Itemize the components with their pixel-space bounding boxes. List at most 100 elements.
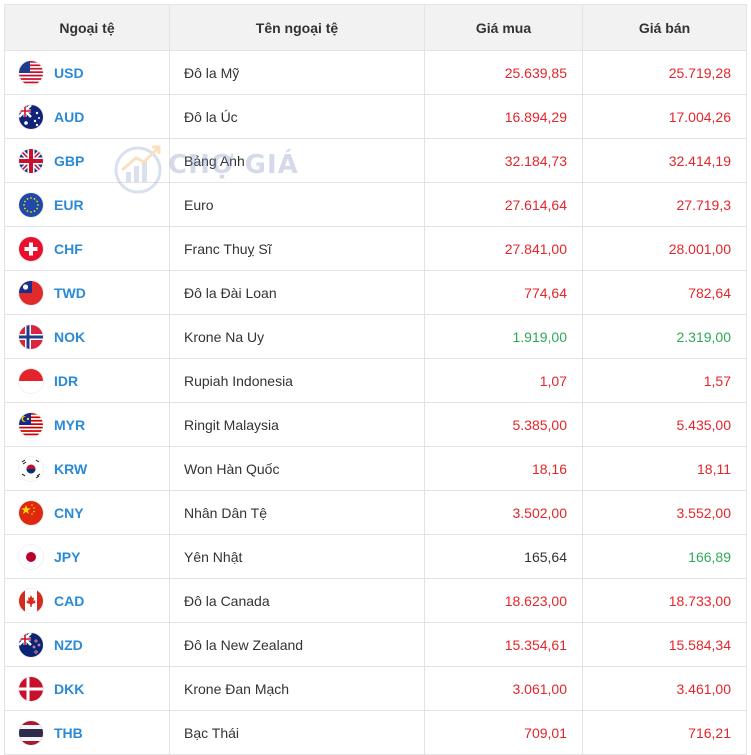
currency-code-cell: EUR	[4, 182, 170, 227]
currency-code-link[interactable]: CAD	[54, 592, 85, 609]
currency-name-cell: Đô la Mỹ	[169, 50, 425, 95]
currency-name-cell: Đô la Canada	[169, 578, 425, 623]
currency-code-cell: JPY	[4, 534, 170, 579]
my-flag-icon	[19, 412, 43, 437]
currency-code-link[interactable]: USD	[54, 64, 84, 81]
currency-code-link[interactable]: KRW	[54, 460, 88, 477]
currency-code-link[interactable]: GBP	[54, 152, 85, 169]
nz-flag-icon	[19, 632, 43, 657]
table-header-row: Ngoại tệ Tên ngoại tệ Giá mua Giá bán	[4, 4, 747, 51]
currency-code-link[interactable]: EUR	[54, 196, 84, 213]
currency-code-cell: IDR	[4, 358, 170, 403]
currency-name-cell: Krone Đan Mạch	[169, 666, 425, 711]
table-row[interactable]: NZD Đô la New Zealand 15.354,61 15.584,34	[4, 622, 747, 667]
currency-code-cell: TWD	[4, 270, 170, 315]
currency-name-cell: Nhân Dân Tệ	[169, 490, 425, 535]
exchange-rate-table: Ngoại tệ Tên ngoại tệ Giá mua Giá bán US…	[4, 4, 747, 755]
sell-price-cell: 28.001,00	[582, 226, 747, 271]
currency-code-cell: MYR	[4, 402, 170, 447]
buy-price-cell: 3.502,00	[424, 490, 583, 535]
currency-code-cell: NOK	[4, 314, 170, 359]
currency-code-cell: CHF	[4, 226, 170, 271]
sell-price-cell: 716,21	[582, 710, 747, 755]
table-row[interactable]: EUR Euro 27.614,64 27.719,3	[4, 182, 747, 227]
currency-code-link[interactable]: NZD	[54, 636, 83, 653]
currency-code-cell: THB	[4, 710, 170, 755]
currency-code-cell: GBP	[4, 138, 170, 183]
sell-price-cell: 32.414,19	[582, 138, 747, 183]
buy-price-cell: 25.639,85	[424, 50, 583, 95]
table-row[interactable]: MYR Ringit Malaysia 5.385,00 5.435,00	[4, 402, 747, 447]
sell-price-cell: 166,89	[582, 534, 747, 579]
currency-code-link[interactable]: THB	[54, 724, 83, 741]
currency-name-cell: Euro	[169, 182, 425, 227]
table-row[interactable]: NOK Krone Na Uy 1.919,00 2.319,00	[4, 314, 747, 359]
sell-price-cell: 3.461,00	[582, 666, 747, 711]
currency-name-cell: Krone Na Uy	[169, 314, 425, 359]
currency-code-link[interactable]: AUD	[54, 108, 85, 125]
jp-flag-icon	[19, 544, 43, 569]
header-buy-price[interactable]: Giá mua	[424, 4, 583, 51]
currency-code-link[interactable]: CNY	[54, 504, 84, 521]
currency-name-cell: Yên Nhật	[169, 534, 425, 579]
currency-code-cell: KRW	[4, 446, 170, 491]
buy-price-cell: 27.841,00	[424, 226, 583, 271]
no-flag-icon	[19, 324, 43, 349]
table-row[interactable]: GBP Bảng Anh 32.184,73 32.414,19	[4, 138, 747, 183]
buy-price-cell: 165,64	[424, 534, 583, 579]
table-row[interactable]: CNY Nhân Dân Tệ 3.502,00 3.552,00	[4, 490, 747, 535]
table-row[interactable]: TWD Đô la Đài Loan 774,64 782,64	[4, 270, 747, 315]
buy-price-cell: 774,64	[424, 270, 583, 315]
buy-price-cell: 16.894,29	[424, 94, 583, 139]
sell-price-cell: 2.319,00	[582, 314, 747, 359]
currency-code-link[interactable]: NOK	[54, 328, 86, 345]
table-row[interactable]: DKK Krone Đan Mạch 3.061,00 3.461,00	[4, 666, 747, 711]
currency-name-cell: Bảng Anh	[169, 138, 425, 183]
table-row[interactable]: KRW Won Hàn Quốc 18,16 18,11	[4, 446, 747, 491]
currency-code-link[interactable]: IDR	[54, 372, 79, 389]
currency-name-cell: Đô la Đài Loan	[169, 270, 425, 315]
currency-code-cell: CAD	[4, 578, 170, 623]
table-row[interactable]: JPY Yên Nhật 165,64 166,89	[4, 534, 747, 579]
currency-code-link[interactable]: JPY	[54, 548, 81, 565]
currency-code-link[interactable]: CHF	[54, 240, 83, 257]
sell-price-cell: 17.004,26	[582, 94, 747, 139]
id-flag-icon	[19, 368, 43, 393]
ch-flag-icon	[19, 236, 43, 261]
ca-flag-icon	[19, 588, 43, 613]
buy-price-cell: 27.614,64	[424, 182, 583, 227]
eu-flag-icon	[19, 192, 43, 217]
header-currency-name[interactable]: Tên ngoại tệ	[169, 4, 425, 51]
currency-name-cell: Franc Thuỵ Sĩ	[169, 226, 425, 271]
header-currency-code[interactable]: Ngoại tệ	[4, 4, 170, 51]
dk-flag-icon	[19, 676, 43, 701]
currency-code-cell: USD	[4, 50, 170, 95]
currency-code-cell: CNY	[4, 490, 170, 535]
currency-code-link[interactable]: DKK	[54, 680, 85, 697]
currency-code-link[interactable]: TWD	[54, 284, 86, 301]
currency-name-cell: Đô la Úc	[169, 94, 425, 139]
sell-price-cell: 25.719,28	[582, 50, 747, 95]
buy-price-cell: 1,07	[424, 358, 583, 403]
sell-price-cell: 1,57	[582, 358, 747, 403]
currency-code-cell: DKK	[4, 666, 170, 711]
us-flag-icon	[19, 60, 43, 85]
currency-name-cell: Bạc Thái	[169, 710, 425, 755]
table-row[interactable]: CHF Franc Thuỵ Sĩ 27.841,00 28.001,00	[4, 226, 747, 271]
currency-code-link[interactable]: MYR	[54, 416, 86, 433]
buy-price-cell: 1.919,00	[424, 314, 583, 359]
currency-name-cell: Ringit Malaysia	[169, 402, 425, 447]
au-flag-icon	[19, 104, 43, 129]
table-row[interactable]: USD Đô la Mỹ 25.639,85 25.719,28	[4, 50, 747, 95]
sell-price-cell: 18.733,00	[582, 578, 747, 623]
table-row[interactable]: THB Bạc Thái 709,01 716,21	[4, 710, 747, 755]
gb-flag-icon	[19, 148, 43, 173]
table-row[interactable]: AUD Đô la Úc 16.894,29 17.004,26	[4, 94, 747, 139]
kr-flag-icon	[19, 456, 43, 481]
header-sell-price[interactable]: Giá bán	[582, 4, 747, 51]
tw-flag-icon	[19, 280, 43, 305]
buy-price-cell: 5.385,00	[424, 402, 583, 447]
table-row[interactable]: IDR Rupiah Indonesia 1,07 1,57	[4, 358, 747, 403]
table-row[interactable]: CAD Đô la Canada 18.623,00 18.733,00	[4, 578, 747, 623]
